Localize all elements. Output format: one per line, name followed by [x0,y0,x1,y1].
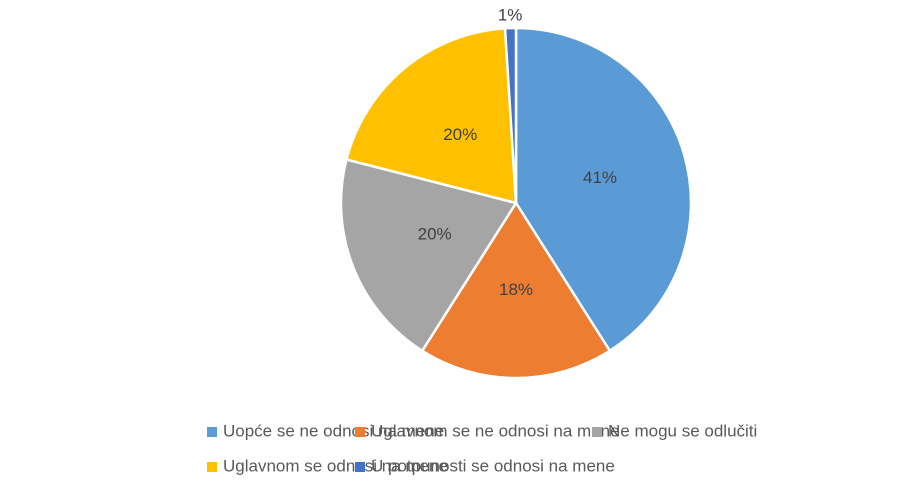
legend-swatch [592,427,602,437]
data-label: 18% [499,280,533,299]
data-label: 20% [418,225,452,244]
legend-label: U potpunosti se odnosi na mene [371,456,615,475]
pie-slice [344,27,518,205]
legend-label: Uglavnom se ne odnosi na mene [371,421,620,440]
legend-label: Uopće se ne odnosi na mene [223,421,444,440]
legend-label: Uglavnom se odnosi na mene [223,456,448,475]
legend-swatch [355,462,365,472]
legend-swatch [207,462,217,472]
legend-swatch [207,427,217,437]
data-label: 1% [498,5,523,24]
pie-slice [339,157,518,353]
pie-slice [420,200,612,380]
data-label: 41% [583,168,617,187]
legend-swatch [355,427,365,437]
legend-label: Ne mogu se odlučiti [608,421,757,440]
data-label: 20% [443,125,477,144]
pie-slice [503,26,518,204]
